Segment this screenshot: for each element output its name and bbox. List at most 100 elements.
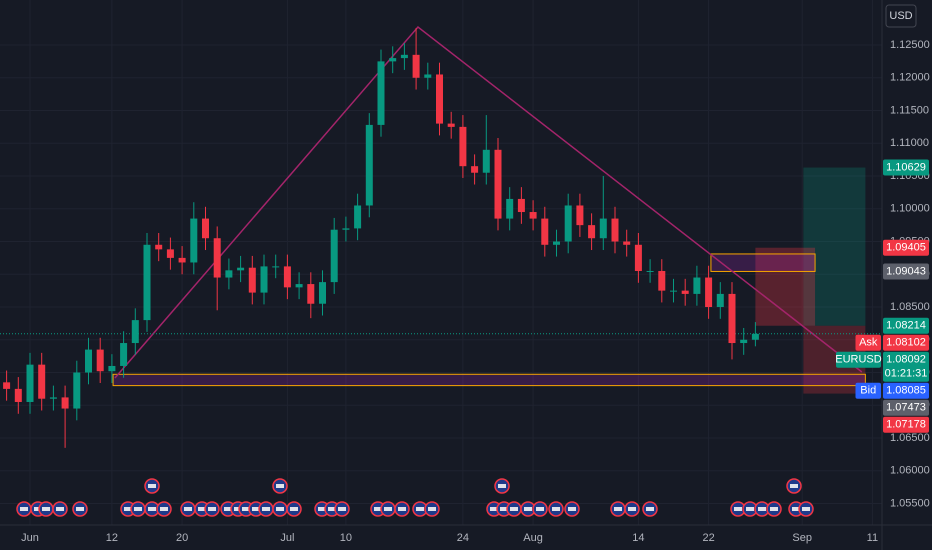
candle-body — [14, 388, 22, 402]
candle-body — [611, 218, 619, 242]
event-flag — [374, 507, 382, 511]
candle-body — [412, 54, 420, 78]
candle-body — [447, 123, 455, 127]
event-flag — [198, 507, 206, 511]
x-tick-label: 20 — [176, 532, 188, 544]
candle-body — [84, 349, 92, 373]
candle-body — [61, 397, 69, 409]
candle-body — [424, 74, 432, 78]
price-label-text: 1.10629 — [886, 161, 926, 173]
candle-body — [73, 372, 81, 409]
rectangle — [112, 373, 866, 387]
price-label-text: 1.08085 — [886, 385, 926, 397]
price-label — [883, 239, 929, 256]
candle-body — [541, 218, 549, 245]
y-tick-label: 1.12500 — [890, 39, 930, 51]
event-flag — [208, 507, 216, 511]
event-flag — [76, 507, 84, 511]
event-flag — [646, 507, 654, 511]
candle-body — [389, 58, 397, 62]
candle-body — [494, 149, 502, 219]
candle-body — [716, 293, 724, 308]
candle-body — [237, 267, 245, 271]
candle-body — [3, 382, 11, 389]
x-tick-label: 10 — [340, 532, 352, 544]
candle-body — [564, 205, 572, 242]
candle-body — [705, 277, 713, 308]
candle-body — [225, 270, 233, 278]
event-flag — [234, 507, 242, 511]
candle-body — [658, 270, 666, 291]
event-flag — [148, 484, 156, 488]
event-flag — [614, 507, 622, 511]
event-flag — [524, 507, 532, 511]
candle-body — [260, 266, 268, 293]
event-flag — [242, 507, 250, 511]
candle-body — [213, 238, 221, 278]
candle-body — [190, 218, 198, 263]
event-flag — [328, 507, 336, 511]
price-label-text: 1.08214 — [886, 320, 926, 332]
event-icons — [16, 478, 814, 517]
event-flag — [552, 507, 560, 511]
event-flag — [498, 484, 506, 488]
price-label — [883, 382, 929, 399]
event-flag — [792, 507, 800, 511]
price-label — [883, 416, 929, 433]
candle-body — [354, 205, 362, 229]
event-flag — [184, 507, 192, 511]
price-label-text: 1.08102 — [886, 337, 926, 349]
price-label-text: 1.09405 — [886, 242, 926, 254]
event-flag — [56, 507, 64, 511]
candle-body — [599, 218, 607, 239]
x-tick-label: 11 — [867, 532, 878, 544]
price-tag-text: Bid — [860, 385, 876, 397]
price-label — [883, 399, 929, 416]
x-tick-label: 14 — [632, 532, 644, 544]
currency-box[interactable] — [885, 4, 917, 28]
y-tick-label: 1.11000 — [890, 137, 929, 149]
x-tick-label: Aug — [523, 532, 543, 544]
candle-body — [49, 397, 57, 399]
x-tick-label: Jul — [280, 532, 294, 544]
candle-body — [681, 290, 689, 294]
candle-body — [272, 266, 280, 268]
y-tick-label: 1.08500 — [890, 301, 930, 313]
candle-body — [576, 205, 584, 226]
event-flag — [398, 507, 406, 511]
candle-body — [108, 365, 116, 372]
event-flag — [510, 507, 518, 511]
candle-body — [471, 166, 479, 173]
candle-body — [728, 293, 736, 344]
event-flag — [20, 507, 28, 511]
candle-body — [517, 198, 525, 213]
candle-body — [669, 290, 677, 292]
candle-body — [342, 228, 350, 230]
candle-body — [740, 339, 748, 344]
x-tick-label: 24 — [457, 532, 469, 544]
event-flag — [416, 507, 424, 511]
candle-body — [96, 349, 104, 372]
y-tick-label: 1.06500 — [890, 432, 930, 444]
event-flag — [338, 507, 346, 511]
candle-body — [295, 284, 303, 288]
event-flag — [384, 507, 392, 511]
price-label-text: 1.08092 — [886, 354, 926, 366]
price-label-text: 1.07178 — [886, 419, 926, 431]
candle-body — [178, 257, 186, 263]
candle-body — [155, 244, 163, 250]
price-tag — [836, 351, 881, 368]
event-flag — [42, 507, 50, 511]
event-flag — [124, 507, 132, 511]
event-flag — [148, 507, 156, 511]
candle-body — [459, 126, 467, 167]
event-flag — [318, 507, 326, 511]
event-flag — [802, 507, 810, 511]
candle-body — [400, 54, 408, 59]
price-tag — [855, 382, 881, 399]
candle-body — [283, 266, 291, 288]
target-zone — [803, 167, 866, 326]
candle-body — [377, 61, 385, 125]
price-label — [883, 334, 929, 351]
